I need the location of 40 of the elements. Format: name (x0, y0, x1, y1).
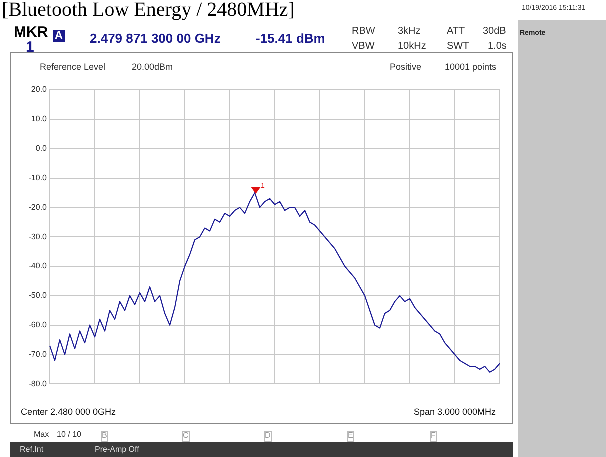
text: D (264, 431, 272, 442)
text: Ref.Int (20, 445, 44, 455)
y-tick-label: 0.0 (36, 144, 48, 154)
y-tick-label: -30.0 (28, 232, 48, 242)
text: SWT (447, 41, 470, 52)
text: Span 3.000 000MHz (414, 407, 496, 418)
y-tick-label: 10.0 (31, 114, 48, 124)
text: Center 2.480 000 0GHz (21, 407, 116, 418)
text: Pre-Amp Off (95, 445, 140, 455)
text: 1 (26, 39, 34, 56)
text: VBW (352, 41, 375, 52)
text: 10001 points (445, 62, 497, 73)
text: F (430, 431, 437, 442)
text: B (101, 431, 108, 442)
text: 3kHz (398, 26, 421, 37)
text: MKR (14, 24, 48, 42)
y-tick-label: 20.0 (31, 85, 48, 94)
text: Positive (390, 62, 422, 73)
text: C (182, 431, 190, 442)
y-tick-label: -10.0 (28, 173, 48, 182)
y-tick-label: -50.0 (28, 291, 48, 300)
text: 10 / 10 (57, 430, 82, 440)
text: 2.479 871 300 00 GHz (90, 31, 221, 46)
text: A (53, 30, 65, 42)
y-tick-label: -80.0 (28, 379, 48, 388)
text: 1.0s (488, 41, 507, 52)
text: 10kHz (398, 41, 426, 52)
text: 30dB (483, 26, 506, 37)
text: ATT (447, 26, 466, 37)
text: E (347, 431, 354, 442)
y-tick-label: -70.0 (28, 350, 48, 359)
y-tick-label: -60.0 (28, 320, 48, 330)
chart-title: [Bluetooth Low Energy / 2480MHz] (2, 0, 295, 21)
y-tick-label: -40.0 (28, 262, 48, 271)
text: 20.00dBm (132, 62, 174, 73)
text: RBW (352, 26, 376, 37)
text: -15.41 dBm (256, 31, 326, 46)
y-tick-label: -20.0 (28, 202, 48, 212)
text: Max (34, 430, 50, 440)
text: Reference Level (40, 62, 106, 73)
